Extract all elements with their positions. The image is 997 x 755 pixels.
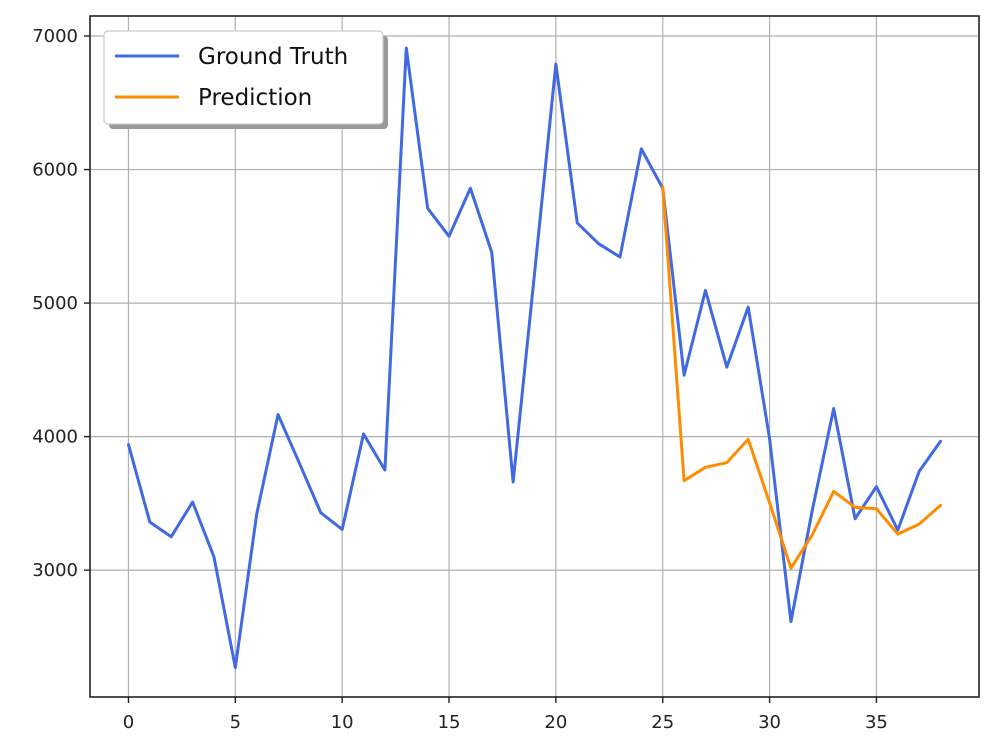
grid-layer [90, 16, 979, 697]
x-tick-label: 5 [230, 712, 241, 733]
y-tick-label: 6000 [32, 160, 78, 181]
x-tick-label: 15 [438, 712, 461, 733]
y-tick-label: 3000 [32, 560, 78, 581]
legend-label-prediction: Prediction [198, 85, 312, 111]
legend: Ground Truth Prediction [103, 30, 388, 129]
x-tick-label: 10 [331, 712, 354, 733]
tick-layer: 0 5 10 15 20 25 30 35 3000 4000 5000 6000 7000 [32, 26, 888, 733]
y-tick-label: 7000 [32, 26, 78, 47]
x-tick-label: 30 [758, 712, 781, 733]
legend-box [103, 30, 384, 125]
series-line-ground-truth [126, 46, 943, 670]
series-layer [126, 46, 943, 670]
x-tick-label: 25 [651, 712, 674, 733]
plot-frame [89, 15, 980, 698]
y-tick-label: 5000 [32, 293, 78, 314]
x-tick-label: 0 [123, 712, 134, 733]
x-tick-label: 20 [544, 712, 567, 733]
series-line-prediction [661, 185, 943, 570]
legend-label-ground-truth: Ground Truth [198, 44, 348, 70]
y-tick-label: 4000 [32, 427, 78, 448]
x-tick-label: 35 [865, 712, 888, 733]
